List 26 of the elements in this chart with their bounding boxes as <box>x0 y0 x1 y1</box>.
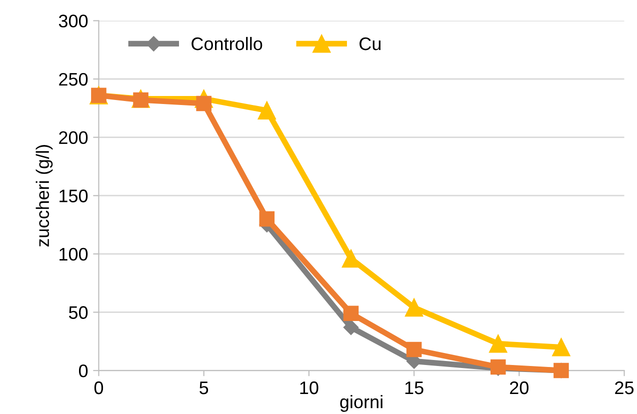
x-tick-label: 25 <box>615 381 634 394</box>
point <box>259 211 275 227</box>
legend-label: Cu <box>360 37 380 50</box>
y-tick-label: 100 <box>60 248 88 261</box>
y-tick-label: 50 <box>68 306 88 319</box>
x-tick-label: 5 <box>200 382 208 394</box>
point <box>489 334 508 353</box>
y-tick-label: 300 <box>58 14 88 28</box>
x-tick-label: 10 <box>300 381 318 394</box>
x-axis-title: giorni <box>340 395 382 412</box>
point <box>552 338 570 356</box>
point <box>342 250 360 268</box>
point <box>258 101 276 120</box>
y-tick-label: 200 <box>59 131 88 144</box>
y-tick-label: 150 <box>60 190 88 202</box>
x-tick-label: 20 <box>510 381 528 394</box>
x-tick-label: 0 <box>94 381 104 394</box>
point <box>343 306 359 322</box>
x-tick-label: 15 <box>405 382 424 394</box>
y-axis-title: zuccheri (g/l) <box>36 145 53 247</box>
point <box>343 320 359 335</box>
point <box>405 298 424 317</box>
y-tick-label: 250 <box>59 72 88 86</box>
legend-label: Controllo <box>192 36 262 50</box>
point <box>406 342 422 358</box>
y-tick-label: 0 <box>78 364 88 378</box>
